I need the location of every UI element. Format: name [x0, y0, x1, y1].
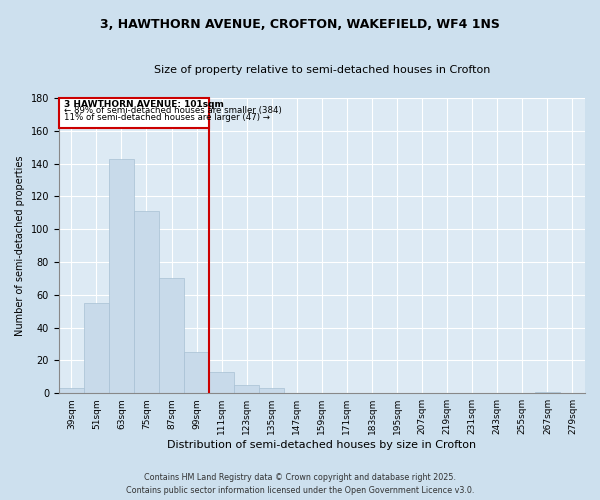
Bar: [109, 158, 134, 393]
Bar: [134, 211, 159, 393]
Bar: [159, 278, 184, 393]
Bar: [535, 392, 560, 393]
Text: Contains HM Land Registry data © Crown copyright and database right 2025.
Contai: Contains HM Land Registry data © Crown c…: [126, 474, 474, 495]
Bar: [234, 385, 259, 393]
X-axis label: Distribution of semi-detached houses by size in Crofton: Distribution of semi-detached houses by …: [167, 440, 476, 450]
Text: 3, HAWTHORN AVENUE, CROFTON, WAKEFIELD, WF4 1NS: 3, HAWTHORN AVENUE, CROFTON, WAKEFIELD, …: [100, 18, 500, 30]
Y-axis label: Number of semi-detached properties: Number of semi-detached properties: [15, 156, 25, 336]
Bar: [59, 98, 209, 128]
Text: ← 89% of semi-detached houses are smaller (384): ← 89% of semi-detached houses are smalle…: [64, 106, 281, 115]
Bar: [259, 388, 284, 393]
Bar: [209, 372, 234, 393]
Bar: [59, 388, 84, 393]
Bar: [184, 352, 209, 393]
Text: 3 HAWTHORN AVENUE: 101sqm: 3 HAWTHORN AVENUE: 101sqm: [64, 100, 224, 108]
Title: Size of property relative to semi-detached houses in Crofton: Size of property relative to semi-detach…: [154, 65, 490, 75]
Bar: [84, 303, 109, 393]
Text: 11% of semi-detached houses are larger (47) →: 11% of semi-detached houses are larger (…: [64, 113, 270, 122]
